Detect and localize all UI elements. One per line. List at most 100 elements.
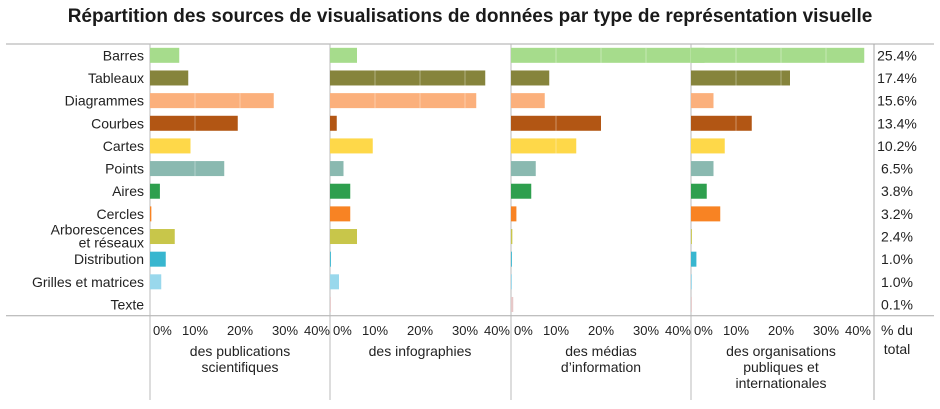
tick-label: 20% bbox=[227, 323, 253, 338]
bar bbox=[330, 161, 344, 177]
total-value: 1.0% bbox=[881, 274, 913, 290]
bar bbox=[330, 229, 357, 245]
tick-label: 0% bbox=[514, 323, 533, 338]
bar bbox=[150, 274, 162, 290]
bar bbox=[511, 206, 517, 222]
bar bbox=[691, 251, 697, 267]
bar bbox=[511, 183, 532, 199]
bar bbox=[150, 93, 274, 109]
bar bbox=[150, 115, 238, 131]
total-value: 13.4% bbox=[877, 115, 917, 131]
total-value: 6.5% bbox=[881, 161, 913, 177]
total-value: 3.8% bbox=[881, 183, 913, 199]
bar bbox=[691, 70, 790, 86]
bar bbox=[511, 70, 550, 86]
panel-label: des infographies bbox=[369, 343, 472, 359]
bar bbox=[691, 138, 725, 154]
bar bbox=[330, 47, 357, 63]
bar bbox=[330, 70, 486, 86]
bar bbox=[511, 115, 601, 131]
total-value: 15.6% bbox=[877, 93, 917, 109]
panel-label: des organisations bbox=[726, 343, 836, 359]
tick-label: 0% bbox=[153, 323, 172, 338]
totals-header: total bbox=[884, 341, 910, 357]
bar bbox=[150, 138, 191, 154]
bar bbox=[511, 138, 577, 154]
bar bbox=[511, 229, 513, 245]
category-label: Courbes bbox=[91, 115, 144, 131]
bar bbox=[150, 47, 180, 63]
bar bbox=[511, 296, 514, 312]
bar bbox=[691, 206, 721, 222]
bar bbox=[691, 229, 692, 245]
total-value: 1.0% bbox=[881, 251, 913, 267]
category-label: Cercles bbox=[97, 206, 144, 222]
bar bbox=[150, 229, 175, 245]
bar bbox=[511, 93, 545, 109]
chart-title: Répartition des sources de visualisation… bbox=[67, 6, 873, 27]
total-value: 25.4% bbox=[877, 47, 917, 63]
tick-label: 30% bbox=[813, 323, 839, 338]
tick-label: 0% bbox=[694, 323, 713, 338]
bar bbox=[330, 206, 351, 222]
total-value: 10.2% bbox=[877, 138, 917, 154]
bar bbox=[691, 183, 707, 199]
tick-label: 30% bbox=[452, 323, 478, 338]
tick-label: 30% bbox=[272, 323, 298, 338]
bar bbox=[691, 274, 692, 290]
tick-label: 40% bbox=[484, 323, 510, 338]
panel-label: scientifiques bbox=[201, 359, 278, 375]
category-label: Distribution bbox=[74, 251, 144, 267]
bar bbox=[691, 93, 714, 109]
category-label: Arborescences bbox=[51, 222, 144, 238]
bar bbox=[330, 138, 373, 154]
total-value: 0.1% bbox=[881, 296, 913, 312]
tick-label: 10% bbox=[182, 323, 208, 338]
panel-label: d’information bbox=[561, 359, 641, 375]
bar bbox=[511, 274, 512, 290]
panel-label: publiques et bbox=[743, 359, 819, 375]
total-value: 2.4% bbox=[881, 229, 913, 245]
panel-label: des médias bbox=[565, 343, 637, 359]
tick-label: 20% bbox=[588, 323, 614, 338]
category-label: Diagrammes bbox=[65, 93, 144, 109]
tick-label: 40% bbox=[665, 323, 691, 338]
tick-label: 10% bbox=[362, 323, 388, 338]
total-value: 3.2% bbox=[881, 206, 913, 222]
category-label: Texte bbox=[111, 296, 145, 312]
bar bbox=[150, 161, 225, 177]
panel-label: internationales bbox=[735, 375, 826, 391]
tick-label: 20% bbox=[768, 323, 794, 338]
panel-label: des publications bbox=[190, 343, 290, 359]
bar bbox=[691, 161, 714, 177]
bar bbox=[511, 47, 705, 63]
bar bbox=[150, 183, 160, 199]
bar bbox=[691, 47, 865, 63]
bar bbox=[691, 115, 752, 131]
total-value: 17.4% bbox=[877, 70, 917, 86]
bar bbox=[330, 251, 331, 267]
category-label: Barres bbox=[103, 47, 144, 63]
tick-label: 40% bbox=[304, 323, 330, 338]
category-label: Aires bbox=[112, 183, 144, 199]
tick-label: 30% bbox=[633, 323, 659, 338]
bar bbox=[330, 183, 351, 199]
tick-label: 10% bbox=[543, 323, 569, 338]
tick-label: 0% bbox=[333, 323, 352, 338]
bar bbox=[330, 296, 331, 312]
category-label: Points bbox=[105, 161, 144, 177]
bar bbox=[330, 93, 477, 109]
category-label: Cartes bbox=[103, 138, 144, 154]
category-label: Tableaux bbox=[88, 70, 144, 86]
bar bbox=[330, 115, 337, 131]
tick-label: 10% bbox=[723, 323, 749, 338]
category-label: et réseaux bbox=[79, 235, 144, 251]
totals-header: % du bbox=[881, 322, 913, 338]
bar bbox=[511, 161, 536, 177]
tick-label: 20% bbox=[407, 323, 433, 338]
category-label: Grilles et matrices bbox=[32, 274, 144, 290]
bar bbox=[150, 206, 152, 222]
bar bbox=[691, 296, 692, 312]
